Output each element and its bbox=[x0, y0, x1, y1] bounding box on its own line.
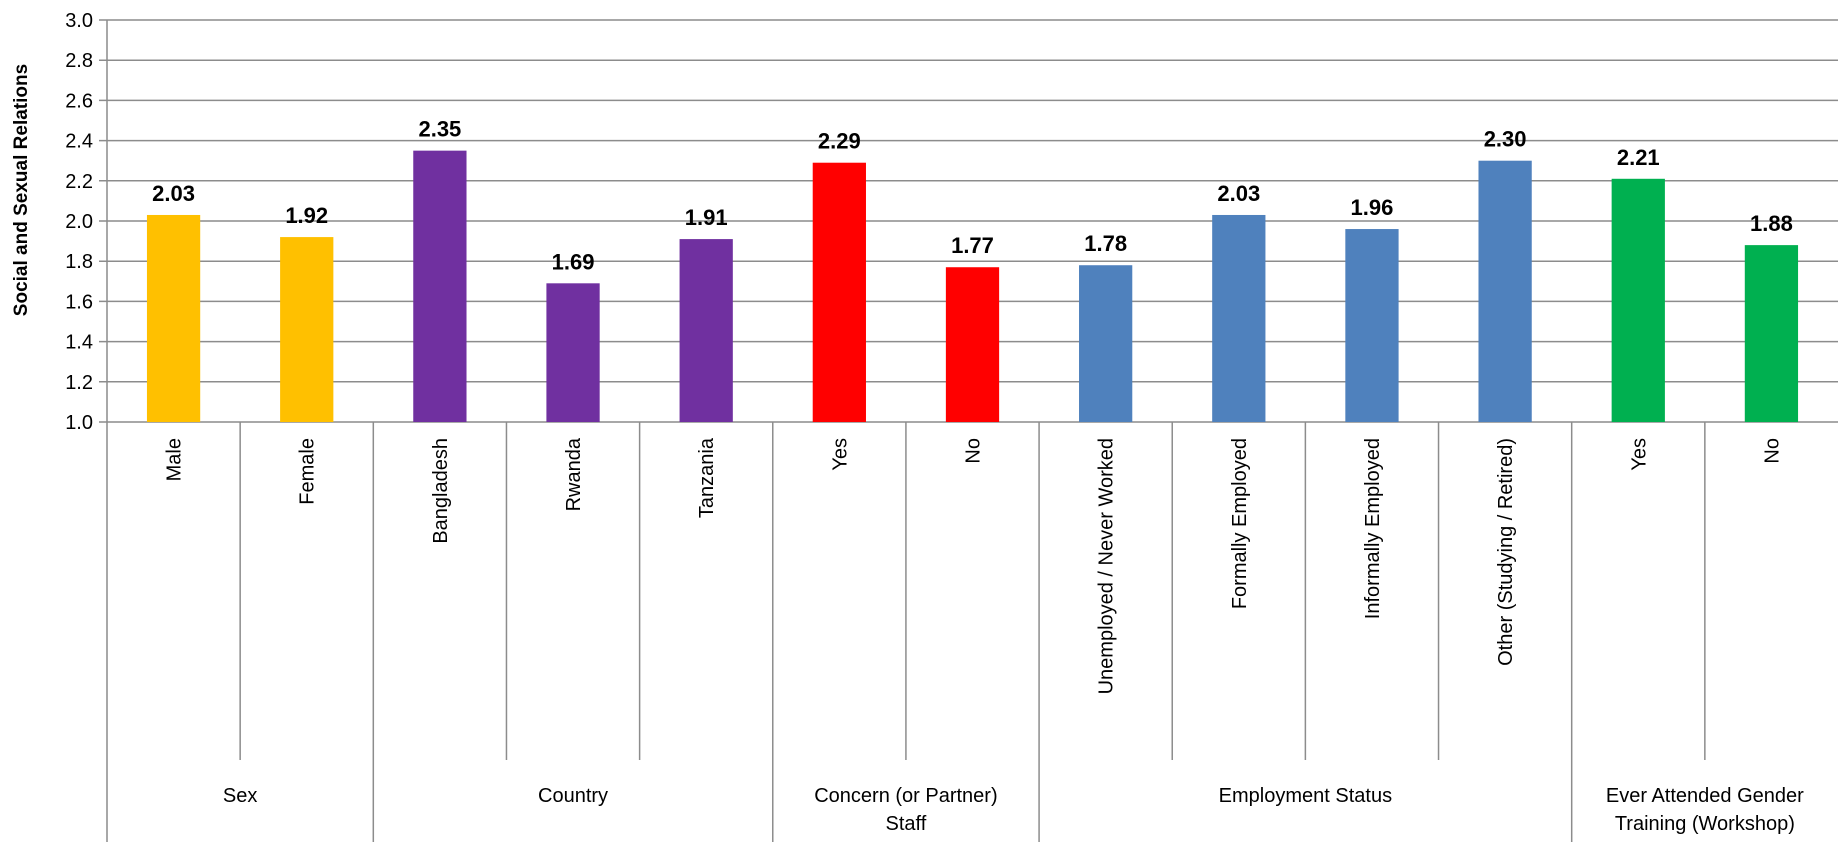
y-tick-label: 1.2 bbox=[65, 372, 93, 394]
bar-value-label: 2.03 bbox=[1217, 181, 1260, 206]
category-label: Other (Studying / Retired) bbox=[1495, 438, 1517, 666]
group-label-line: Ever Attended Gender bbox=[1606, 785, 1804, 807]
category-label: Rwanda bbox=[563, 437, 585, 511]
bar bbox=[413, 150, 467, 422]
category-label: Yes bbox=[829, 438, 851, 471]
category-label: No bbox=[963, 438, 985, 464]
category-label: Yes bbox=[1628, 438, 1650, 471]
bar-value-label: 2.29 bbox=[818, 129, 861, 154]
bar-value-label: 1.78 bbox=[1084, 231, 1127, 256]
bar-value-label: 1.69 bbox=[552, 249, 595, 274]
category-label: Informally Employed bbox=[1362, 438, 1384, 619]
y-tick-label: 2.4 bbox=[65, 131, 93, 153]
bars bbox=[146, 150, 1799, 422]
bar bbox=[1744, 245, 1799, 422]
group-label-line: Employment Status bbox=[1219, 785, 1392, 807]
y-tick-label: 1.8 bbox=[65, 251, 93, 273]
bar bbox=[146, 214, 201, 422]
category-label: No bbox=[1761, 438, 1783, 464]
group-label-line: Sex bbox=[223, 785, 257, 807]
y-tick-label: 1.6 bbox=[65, 291, 93, 313]
category-axis: Male Female Bangladesh Rwanda Tanzania Yes No U… bbox=[164, 422, 1804, 842]
y-axis-ticks: 1.0 1.2 1.4 1.6 1.8 2.0 2.2 2.4 2.6 2.8 3.0 bbox=[65, 10, 93, 434]
bar-value-label: 2.21 bbox=[1617, 145, 1660, 170]
bar bbox=[1611, 178, 1665, 422]
category-label: Bangladesh bbox=[430, 438, 452, 544]
bar bbox=[1212, 214, 1266, 422]
bar-value-label: 1.91 bbox=[685, 205, 728, 230]
y-tick-label: 3.0 bbox=[65, 10, 93, 32]
group-label: Employment Status bbox=[1219, 785, 1392, 807]
bar bbox=[812, 162, 866, 422]
bar bbox=[1079, 265, 1133, 422]
group-label: Ever Attended Gender Training (Workshop) bbox=[1606, 785, 1804, 835]
bar bbox=[679, 239, 733, 422]
bar bbox=[1478, 160, 1532, 422]
bar-value-label: 1.96 bbox=[1351, 195, 1394, 220]
y-tick-label: 2.8 bbox=[65, 50, 93, 72]
y-tick-label: 2.6 bbox=[65, 90, 93, 112]
bar bbox=[280, 237, 334, 422]
bar-value-label: 1.77 bbox=[951, 233, 994, 258]
bar bbox=[546, 283, 600, 422]
group-label-line: Country bbox=[538, 785, 608, 807]
bar-value-label: 1.92 bbox=[285, 203, 328, 228]
bar-value-label: 2.03 bbox=[152, 181, 195, 206]
y-tick-label: 2.2 bbox=[65, 171, 93, 193]
gridlines bbox=[99, 19, 1838, 842]
bar-value-label: 1.88 bbox=[1750, 211, 1793, 236]
category-label: Male bbox=[164, 438, 186, 481]
group-label: Sex bbox=[223, 785, 257, 807]
category-label: Tanzania bbox=[696, 437, 718, 518]
bar bbox=[945, 267, 1000, 422]
bar-value-label: 2.30 bbox=[1484, 127, 1527, 152]
data-labels: 2.03 1.92 2.35 1.69 1.91 2.29 1.77 1.78 2.03 1.96… bbox=[152, 117, 1793, 275]
y-tick-label: 1.0 bbox=[65, 412, 93, 434]
group-label: Concern (or Partner) Staff bbox=[814, 785, 997, 835]
category-label: Formally Employed bbox=[1229, 438, 1251, 609]
category-label: Unemployed / Never Worked bbox=[1096, 438, 1118, 694]
group-label-line: Training (Workshop) bbox=[1615, 813, 1795, 835]
bar-value-label: 2.35 bbox=[418, 117, 461, 142]
group-label-line: Concern (or Partner) bbox=[814, 785, 997, 807]
bar bbox=[1345, 229, 1399, 422]
category-label: Female bbox=[297, 438, 319, 505]
y-axis-title: Social and Sexual Relations bbox=[11, 64, 32, 316]
y-tick-label: 2.0 bbox=[65, 211, 93, 233]
y-tick-label: 1.4 bbox=[65, 332, 93, 354]
group-label: Country bbox=[538, 785, 608, 807]
group-label-line: Staff bbox=[886, 813, 927, 835]
